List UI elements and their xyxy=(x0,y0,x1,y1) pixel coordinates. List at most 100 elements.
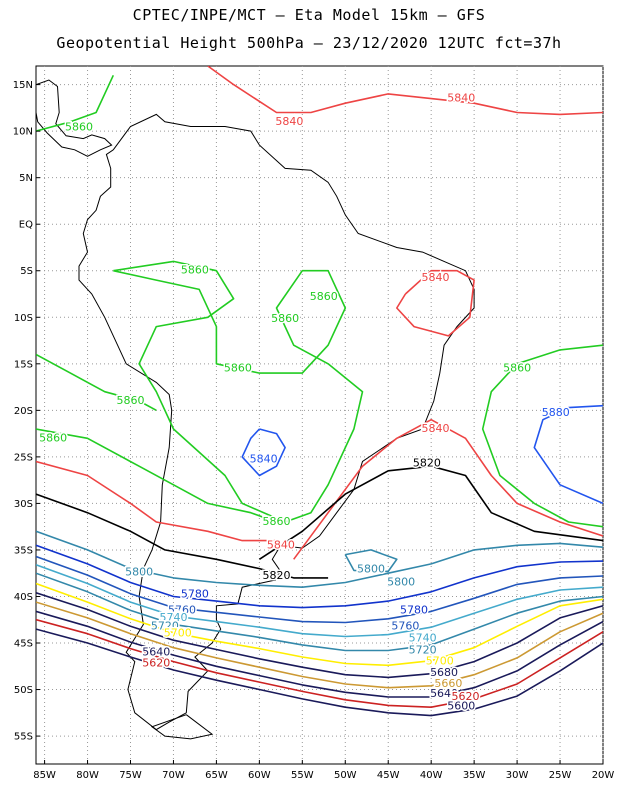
contour-5880 xyxy=(241,428,286,477)
contour-label: 5880 xyxy=(542,406,570,419)
contour-label: 5760 xyxy=(168,603,196,616)
lat-tick-label: 40S xyxy=(14,592,33,603)
lon-tick-label: 30W xyxy=(506,770,529,781)
contour-5700 xyxy=(36,582,603,667)
lat-tick-label: EQ xyxy=(19,220,33,231)
contour-5740 xyxy=(36,564,603,638)
contour-5640 xyxy=(36,610,603,698)
contour-label: 5840 xyxy=(250,453,278,466)
contour-5820 xyxy=(258,465,603,560)
contour-5880 xyxy=(533,404,603,505)
contour-5600 xyxy=(36,628,603,717)
lat-tick-label: 55S xyxy=(14,732,33,743)
contour-label: 5860 xyxy=(263,515,291,528)
contour-label: 5780 xyxy=(181,588,209,601)
contour-label: 5860 xyxy=(39,431,67,444)
coastlines xyxy=(36,58,603,740)
map-subtitle: Geopotential Height 500hPa – 23/12/2020 … xyxy=(56,34,562,52)
lat-tick-label: 15N xyxy=(13,80,33,91)
contour-label: 5840 xyxy=(447,92,475,105)
contour-5760 xyxy=(36,555,603,624)
coastline-tierra-del-fuego xyxy=(150,714,214,740)
contour-label: 5740 xyxy=(409,631,437,644)
contour-label: 5760 xyxy=(391,619,419,632)
contour-label: 5820 xyxy=(413,456,441,469)
lat-tick-label: 10N xyxy=(13,127,33,138)
lon-tick-label: 75W xyxy=(119,770,142,781)
contour-label: 5800 xyxy=(357,562,385,575)
contour-label: 5620 xyxy=(142,656,170,669)
lat-tick-label: 45S xyxy=(14,639,33,650)
contour-label: 5800 xyxy=(125,565,153,578)
coastline-caribbean-north xyxy=(208,58,603,62)
contour-label: 5820 xyxy=(263,569,291,582)
lon-tick-label: 45W xyxy=(377,770,400,781)
contour-label: 5860 xyxy=(117,394,145,407)
contour-5860 xyxy=(481,344,603,528)
lon-tick-label: 85W xyxy=(33,770,56,781)
lon-tick-label: 80W xyxy=(76,770,99,781)
contour-label: 5640 xyxy=(142,645,170,658)
lon-tick-label: 55W xyxy=(291,770,314,781)
lat-tick-label: 5S xyxy=(20,266,33,277)
lat-tick-label: 5N xyxy=(19,173,33,184)
contour-5680 xyxy=(36,592,603,679)
contour-5660 xyxy=(36,601,603,689)
map-title: CPTEC/INPE/MCT – Eta Model 15km – GFS xyxy=(132,6,486,24)
contour-label: 5840 xyxy=(267,538,295,551)
contour-label: 5840 xyxy=(421,271,449,284)
contour-label: 5600 xyxy=(447,699,475,712)
contour-5860 xyxy=(36,353,157,412)
contour-5860 xyxy=(36,428,277,523)
contour-labels: 5840 5840 5860 5860 5860 5860 5860 5860 5860 5860… xyxy=(38,90,572,714)
longitude-axis: 85W 80W 75W 70W 65W 60W 55W 50W 45W 40W 35W 30W 25W 2… xyxy=(33,760,614,781)
lat-tick-label: 35S xyxy=(14,545,33,556)
contour-label: 5860 xyxy=(503,361,531,374)
contour-5720 xyxy=(36,572,603,652)
lat-tick-label: 25S xyxy=(14,452,33,463)
contour-label: 5640 xyxy=(430,687,458,700)
contour-5840 xyxy=(36,460,277,542)
contour-label: 5700 xyxy=(426,655,454,668)
lon-tick-label: 20W xyxy=(592,770,615,781)
contour-label: 5660 xyxy=(434,677,462,690)
contour-5860 xyxy=(113,260,364,523)
contour-label: 5780 xyxy=(400,603,428,616)
contour-5780 xyxy=(36,544,603,609)
contour-label: 5860 xyxy=(310,290,338,303)
lon-tick-label: 65W xyxy=(205,770,228,781)
lat-tick-label: 50S xyxy=(14,685,33,696)
lat-tick-label: 10S xyxy=(14,313,33,324)
lat-tick-label: 30S xyxy=(14,499,33,510)
contour-label: 5840 xyxy=(275,115,303,128)
coastline-south-america xyxy=(78,113,475,731)
contour-label: 5720 xyxy=(409,643,437,656)
contour-5800 xyxy=(36,530,603,588)
contour-label: 5680 xyxy=(430,666,458,679)
latitude-axis: 15N 10N 5N EQ 5S 10S 15S 20S 25S 30S 35S 40S 45S 50S 5… xyxy=(13,80,40,743)
contour-5840 xyxy=(207,66,603,116)
lat-tick-label: 20S xyxy=(14,406,33,417)
lon-tick-label: 60W xyxy=(248,770,271,781)
lat-tick-label: 15S xyxy=(14,359,33,370)
contour-label: 5800 xyxy=(387,576,415,589)
lon-tick-label: 40W xyxy=(420,770,443,781)
grid-lines xyxy=(36,66,604,764)
contour-5840 xyxy=(293,418,603,560)
lon-tick-label: 70W xyxy=(162,770,185,781)
contour-5620 xyxy=(36,618,603,708)
contour-5840 xyxy=(396,269,475,337)
contour-label: 5860 xyxy=(271,312,299,325)
lon-tick-label: 35W xyxy=(463,770,486,781)
contour-label: 5860 xyxy=(224,361,252,374)
contour-label: 5840 xyxy=(421,422,449,435)
contour-5860 xyxy=(36,74,115,132)
lon-tick-label: 25W xyxy=(549,770,572,781)
contour-label: 5620 xyxy=(452,690,480,703)
lon-tick-label: 50W xyxy=(334,770,357,781)
contour-label: 5720 xyxy=(151,619,179,632)
coastline-central-america xyxy=(36,79,113,157)
contour-label: 5860 xyxy=(181,264,209,277)
contour-label: 5860 xyxy=(65,120,93,133)
